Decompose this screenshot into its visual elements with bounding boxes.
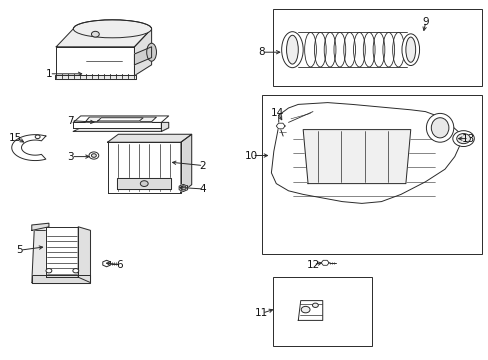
Bar <box>272 9 481 86</box>
Ellipse shape <box>405 37 415 62</box>
Polygon shape <box>271 103 461 203</box>
Polygon shape <box>78 227 90 283</box>
Circle shape <box>46 269 52 273</box>
Circle shape <box>91 31 99 37</box>
Circle shape <box>140 181 148 186</box>
Polygon shape <box>107 142 181 193</box>
Polygon shape <box>32 275 90 283</box>
Polygon shape <box>73 122 161 128</box>
Bar <box>261 95 481 254</box>
Ellipse shape <box>426 113 453 142</box>
Text: 10: 10 <box>245 150 258 161</box>
Polygon shape <box>73 128 168 131</box>
Polygon shape <box>12 135 46 161</box>
Circle shape <box>89 152 99 159</box>
Polygon shape <box>32 223 49 230</box>
Polygon shape <box>32 230 49 283</box>
Polygon shape <box>161 122 168 131</box>
Polygon shape <box>134 47 151 65</box>
Polygon shape <box>98 118 143 121</box>
Ellipse shape <box>430 118 448 138</box>
Polygon shape <box>134 29 151 76</box>
Polygon shape <box>107 134 191 142</box>
Text: 9: 9 <box>421 17 428 27</box>
Polygon shape <box>179 184 187 192</box>
Polygon shape <box>298 301 322 320</box>
Circle shape <box>452 131 473 147</box>
Polygon shape <box>181 134 191 193</box>
Text: 2: 2 <box>199 161 206 171</box>
Polygon shape <box>102 260 110 267</box>
Polygon shape <box>276 123 285 129</box>
Text: 7: 7 <box>67 116 74 126</box>
Polygon shape <box>73 116 168 122</box>
Text: 1: 1 <box>45 69 52 79</box>
Polygon shape <box>85 117 156 122</box>
Bar <box>272 277 371 346</box>
Polygon shape <box>321 260 328 265</box>
Circle shape <box>180 186 185 190</box>
Circle shape <box>35 135 40 139</box>
Text: 12: 12 <box>305 260 319 270</box>
Polygon shape <box>55 75 136 79</box>
Text: 14: 14 <box>270 108 284 118</box>
Ellipse shape <box>73 20 151 38</box>
Text: 5: 5 <box>16 245 23 255</box>
Ellipse shape <box>146 43 156 61</box>
Ellipse shape <box>401 34 419 66</box>
Polygon shape <box>56 47 134 76</box>
Circle shape <box>312 303 318 307</box>
Text: 6: 6 <box>116 260 123 270</box>
Text: 4: 4 <box>199 184 206 194</box>
Ellipse shape <box>281 32 303 68</box>
Circle shape <box>91 154 96 157</box>
Polygon shape <box>46 227 78 277</box>
Text: 15: 15 <box>9 132 22 143</box>
Circle shape <box>73 269 79 273</box>
Text: 3: 3 <box>67 152 74 162</box>
Circle shape <box>301 306 309 313</box>
Text: 13: 13 <box>461 134 474 144</box>
Text: 11: 11 <box>254 308 268 318</box>
Polygon shape <box>303 130 410 184</box>
Ellipse shape <box>286 35 298 64</box>
Circle shape <box>456 134 469 144</box>
Polygon shape <box>117 178 171 189</box>
Text: 8: 8 <box>258 47 264 57</box>
Polygon shape <box>56 29 151 47</box>
